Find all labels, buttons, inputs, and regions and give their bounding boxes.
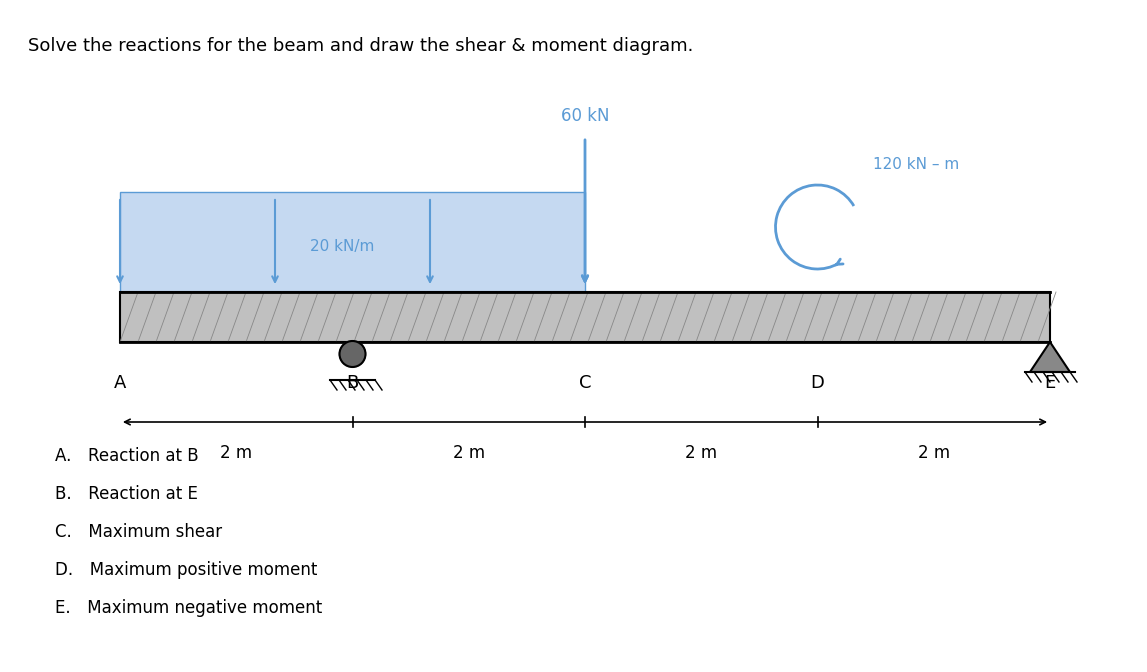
Text: D. Maximum positive moment: D. Maximum positive moment — [55, 561, 318, 579]
Text: 2 m: 2 m — [453, 444, 485, 462]
Text: B. Reaction at E: B. Reaction at E — [55, 485, 198, 503]
Text: 2 m: 2 m — [918, 444, 950, 462]
Text: B: B — [346, 374, 359, 392]
Text: Solve the reactions for the beam and draw the shear & moment diagram.: Solve the reactions for the beam and dra… — [28, 37, 694, 55]
Text: A: A — [114, 374, 126, 392]
Text: 2 m: 2 m — [220, 444, 252, 462]
Text: C. Maximum shear: C. Maximum shear — [55, 523, 223, 541]
Text: 60 kN: 60 kN — [561, 107, 609, 125]
Text: 2 m: 2 m — [685, 444, 717, 462]
Text: A. Reaction at B: A. Reaction at B — [55, 447, 198, 465]
Bar — [120, 292, 1050, 342]
Text: 120 kN – m: 120 kN – m — [873, 157, 959, 172]
Text: C: C — [579, 374, 591, 392]
Text: D: D — [811, 374, 825, 392]
Text: E: E — [1045, 374, 1055, 392]
Polygon shape — [1030, 342, 1070, 372]
Text: E. Maximum negative moment: E. Maximum negative moment — [55, 599, 322, 617]
Bar — [120, 192, 585, 292]
Circle shape — [340, 341, 366, 367]
Text: 20 kN/m: 20 kN/m — [311, 239, 375, 255]
